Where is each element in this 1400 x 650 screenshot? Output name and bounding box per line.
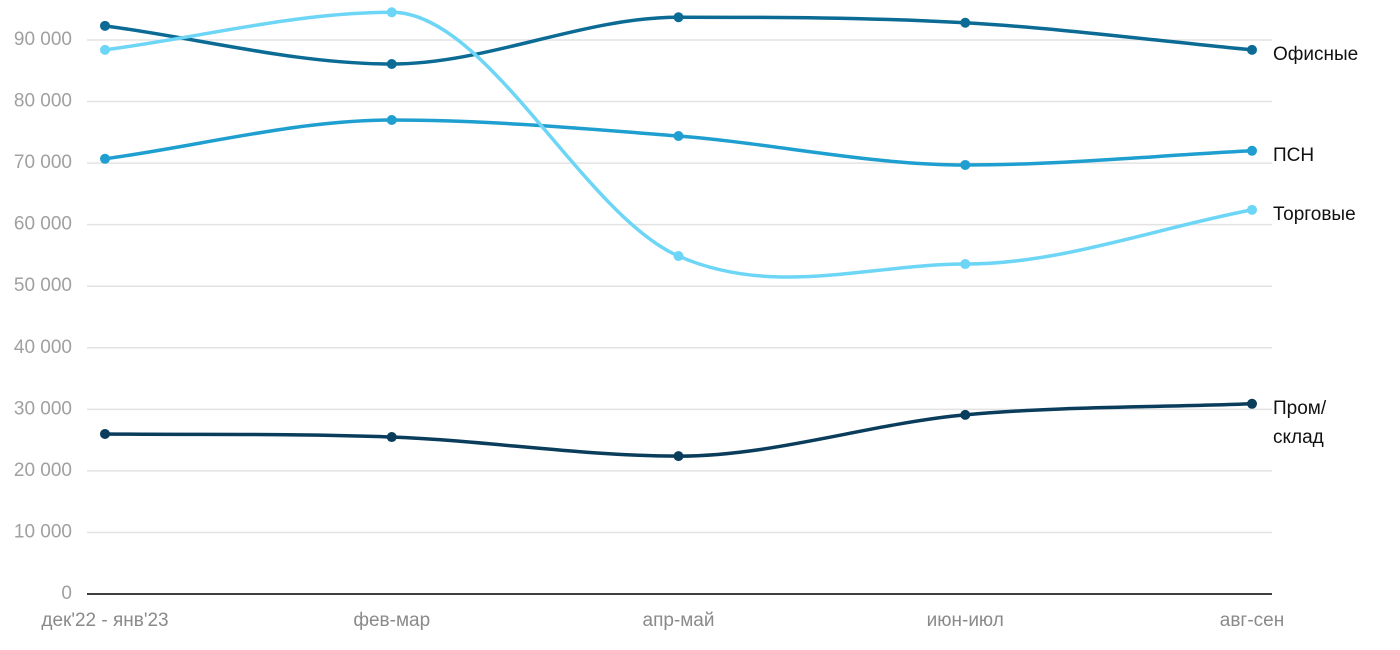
x-tick-label: дек'22 - янв'23 [41,610,168,631]
point [1247,44,1257,55]
y-tick-label: 40 000 [14,337,72,358]
line [104,10,1253,279]
y-tick-label: 10 000 [14,521,72,542]
y-tick-label: 90 000 [14,29,72,50]
point [386,59,397,70]
point [100,20,110,31]
point [386,432,397,443]
line [104,402,1253,458]
y-tick-label: 30 000 [14,398,72,419]
point [1247,145,1257,156]
y-tick-label: 60 000 [14,214,72,235]
point [386,115,397,126]
point [386,7,397,18]
y-tick-label: 20 000 [14,460,72,481]
point [673,131,684,142]
x-tick-label: апр-май [643,610,715,631]
series-label: Офисные [1273,43,1359,65]
series-label: ПСН [1273,144,1315,166]
y-tick-label: 70 000 [14,152,72,173]
point [960,259,971,270]
point [960,409,971,420]
point [1247,204,1257,215]
y-tick-label: 50 000 [14,275,72,296]
point [1247,398,1257,409]
x-tick-label: фев-мар [353,610,430,631]
series-label: Пром/ склад [1273,397,1327,448]
x-tick-label: авг-сен [1220,610,1284,631]
point [960,17,971,28]
point [100,428,110,439]
y-tick-label: 80 000 [14,91,72,112]
point [673,251,684,262]
point [100,153,110,164]
point [100,44,110,55]
series-label: Торговые [1273,203,1356,225]
point [960,159,971,170]
x-tick-label: июн-июл [927,610,1004,631]
point [673,12,684,23]
y-tick-label: 0 [61,583,72,604]
point [673,451,684,462]
line [104,118,1253,167]
